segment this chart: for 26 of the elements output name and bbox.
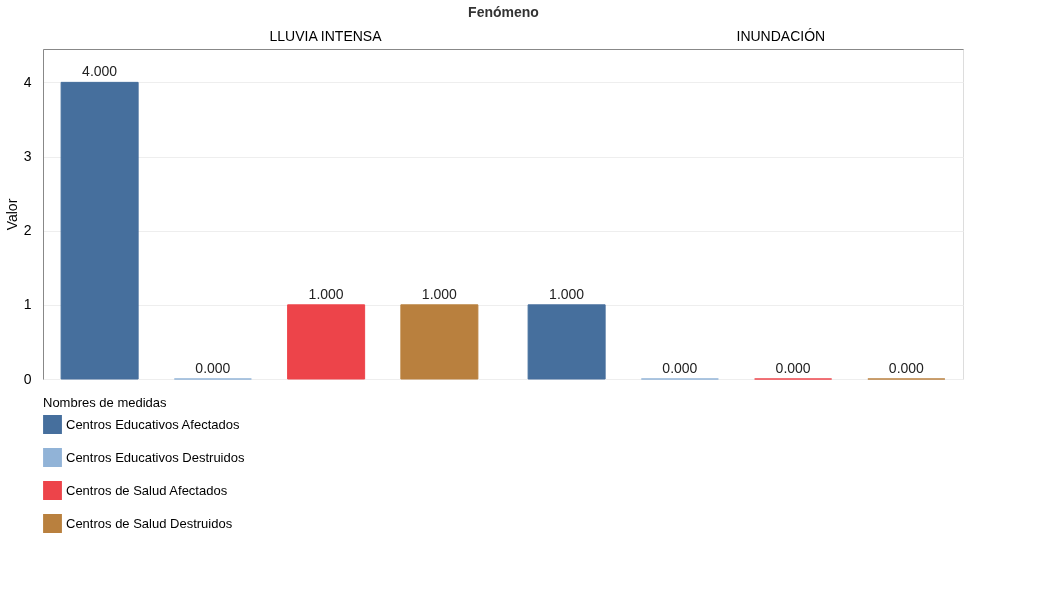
data-label: 0.000 bbox=[888, 360, 925, 376]
x-axis-title: Fenómeno bbox=[468, 3, 539, 20]
y-axis-title: Valor bbox=[3, 198, 20, 231]
legend-label: Centros Educativos Destruidos bbox=[66, 449, 245, 465]
y-tick-label: 2 bbox=[23, 222, 32, 239]
y-tick-label: 4 bbox=[23, 73, 32, 90]
data-label: 0.000 bbox=[775, 360, 811, 376]
x-tick-label: LLUVIA INTENSA bbox=[269, 27, 383, 44]
bar bbox=[60, 81, 139, 380]
legend-title: Nombres de medidas bbox=[43, 395, 168, 410]
data-label: 1.000 bbox=[308, 285, 344, 302]
x-tick-label: INUNDACIÓN bbox=[736, 27, 826, 44]
y-tick-label: 3 bbox=[23, 148, 32, 165]
data-label: 1.000 bbox=[421, 285, 458, 302]
data-label: 4.000 bbox=[82, 63, 118, 80]
bar bbox=[400, 304, 479, 380]
y-tick-label: 0 bbox=[23, 370, 32, 387]
data-label: 0.000 bbox=[662, 360, 698, 376]
data-label: 1.000 bbox=[549, 285, 585, 302]
legend-label: Centros Educativos Afectados bbox=[66, 416, 240, 432]
bar bbox=[527, 304, 606, 380]
legend-label: Centros de Salud Afectados bbox=[66, 482, 228, 498]
y-tick-label: 1 bbox=[23, 296, 32, 313]
bar bbox=[287, 304, 366, 380]
legend-label: Centros de Salud Destruidos bbox=[66, 515, 233, 531]
data-label: 0.000 bbox=[195, 360, 231, 376]
